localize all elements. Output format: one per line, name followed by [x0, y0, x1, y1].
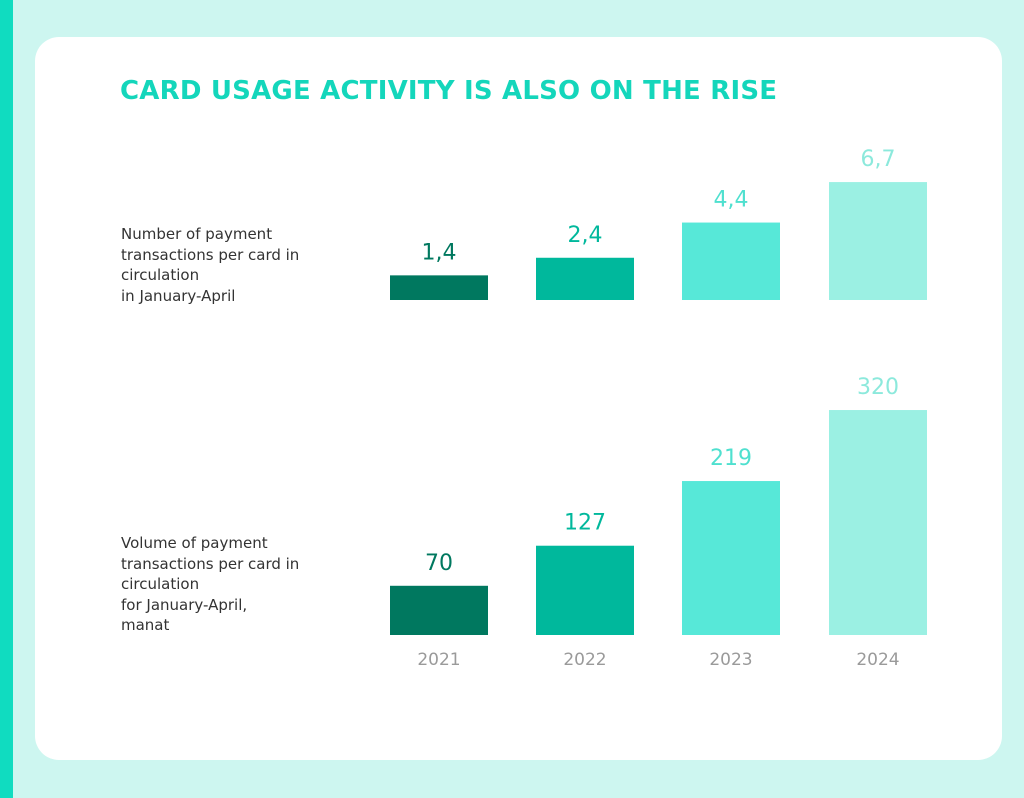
bar-1-2024	[829, 182, 927, 300]
year-label: 2022	[563, 650, 606, 670]
value-label: 127	[564, 511, 606, 536]
bar-2-2022	[536, 545, 634, 635]
value-label: 6,7	[861, 147, 896, 172]
chart-card	[35, 37, 1002, 760]
bar-2-2023	[682, 481, 780, 635]
bar-2-2024	[829, 410, 927, 635]
value-label: 320	[857, 375, 899, 400]
bar-1-2022	[536, 257, 634, 300]
value-label: 2,4	[568, 223, 603, 248]
chart-2-label: Volume of payment transactions per card …	[121, 534, 300, 634]
chart-1-label: Number of payment transactions per card …	[121, 225, 300, 305]
value-label: 1,4	[422, 240, 457, 265]
value-label: 70	[425, 551, 453, 576]
bar-2-2021	[390, 585, 488, 635]
year-label: 2024	[856, 650, 899, 670]
value-label: 219	[710, 446, 752, 471]
year-label: 2023	[709, 650, 752, 670]
bar-1-2021	[390, 275, 488, 300]
accent-stripe	[0, 0, 13, 798]
year-label: 2021	[417, 650, 460, 670]
bar-1-2023	[682, 222, 780, 300]
chart-title: CARD USAGE ACTIVITY IS ALSO ON THE RISE	[120, 76, 778, 106]
value-label: 4,4	[714, 188, 749, 213]
